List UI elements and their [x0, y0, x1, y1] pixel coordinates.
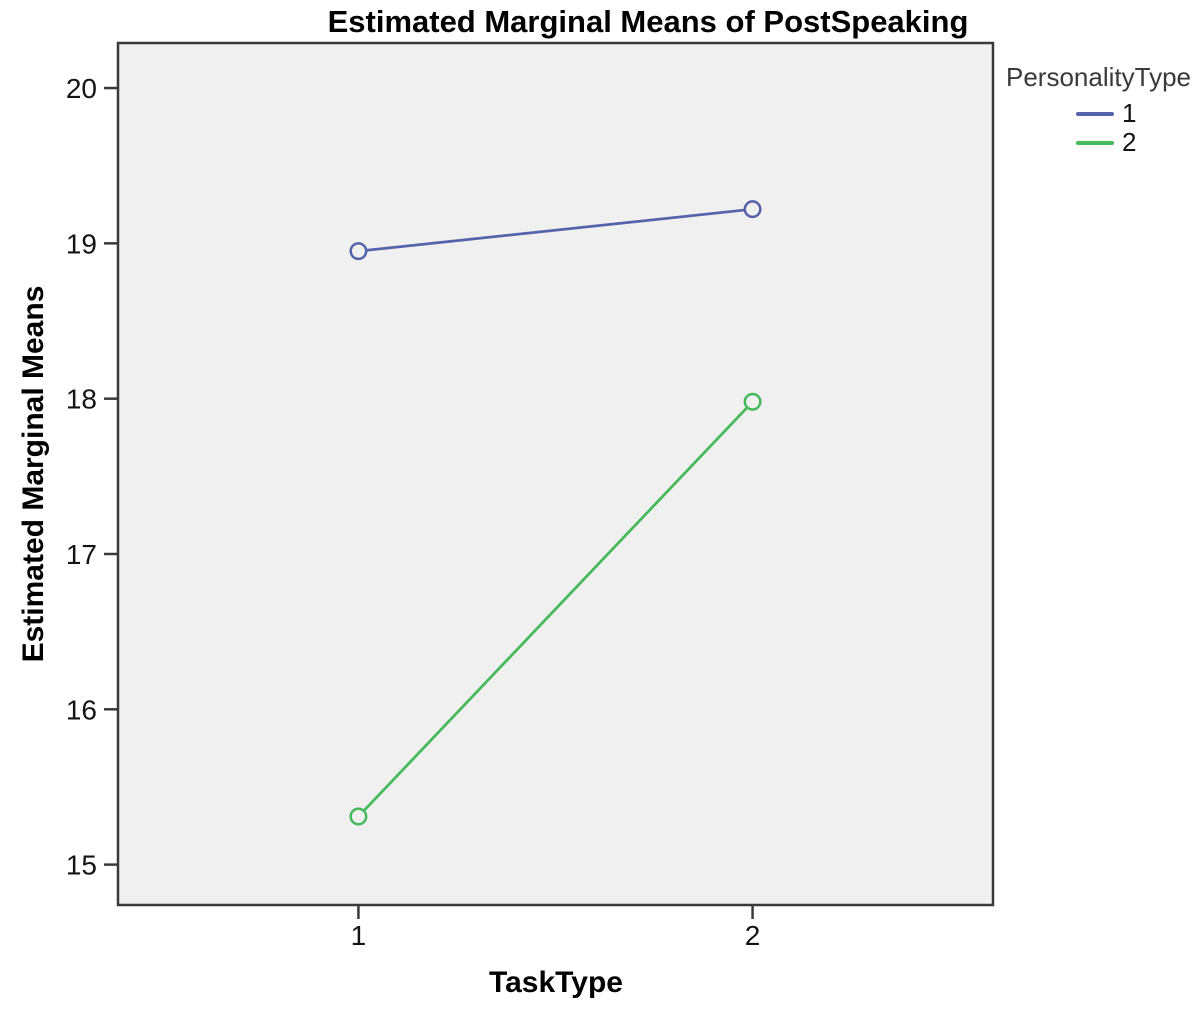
- series-line-1: [357, 207, 754, 253]
- legend-swatch: [1076, 140, 1114, 145]
- series-line-2: [357, 400, 754, 818]
- legend-item-label: 1: [1122, 98, 1137, 128]
- data-point-marker-1: [743, 200, 762, 219]
- x-axis-tick-label: 1: [351, 920, 367, 951]
- data-point-marker-2: [743, 392, 762, 411]
- x-axis-title: TaskType: [489, 966, 623, 999]
- legend-title: PersonalityType: [1006, 62, 1191, 92]
- chart-title: Estimated Marginal Means of PostSpeaking: [327, 4, 969, 39]
- plot-area: [116, 41, 995, 907]
- y-axis-tick-label: 16: [66, 694, 97, 725]
- legend-item: 1: [1076, 98, 1203, 128]
- data-point-marker-1: [349, 242, 368, 261]
- y-axis-tick-label: 15: [66, 850, 97, 881]
- legend-swatch: [1076, 111, 1114, 116]
- legend-item-label: 2: [1122, 127, 1137, 157]
- x-axis-tick-label: 2: [745, 920, 761, 951]
- y-axis-tick-label: 20: [66, 73, 97, 104]
- y-axis-tick-label: 18: [66, 384, 97, 415]
- y-axis-tick-label: 17: [66, 539, 97, 570]
- y-axis-tick-label: 19: [66, 228, 97, 259]
- legend-item: 2: [1076, 127, 1203, 157]
- data-point-marker-2: [349, 807, 368, 826]
